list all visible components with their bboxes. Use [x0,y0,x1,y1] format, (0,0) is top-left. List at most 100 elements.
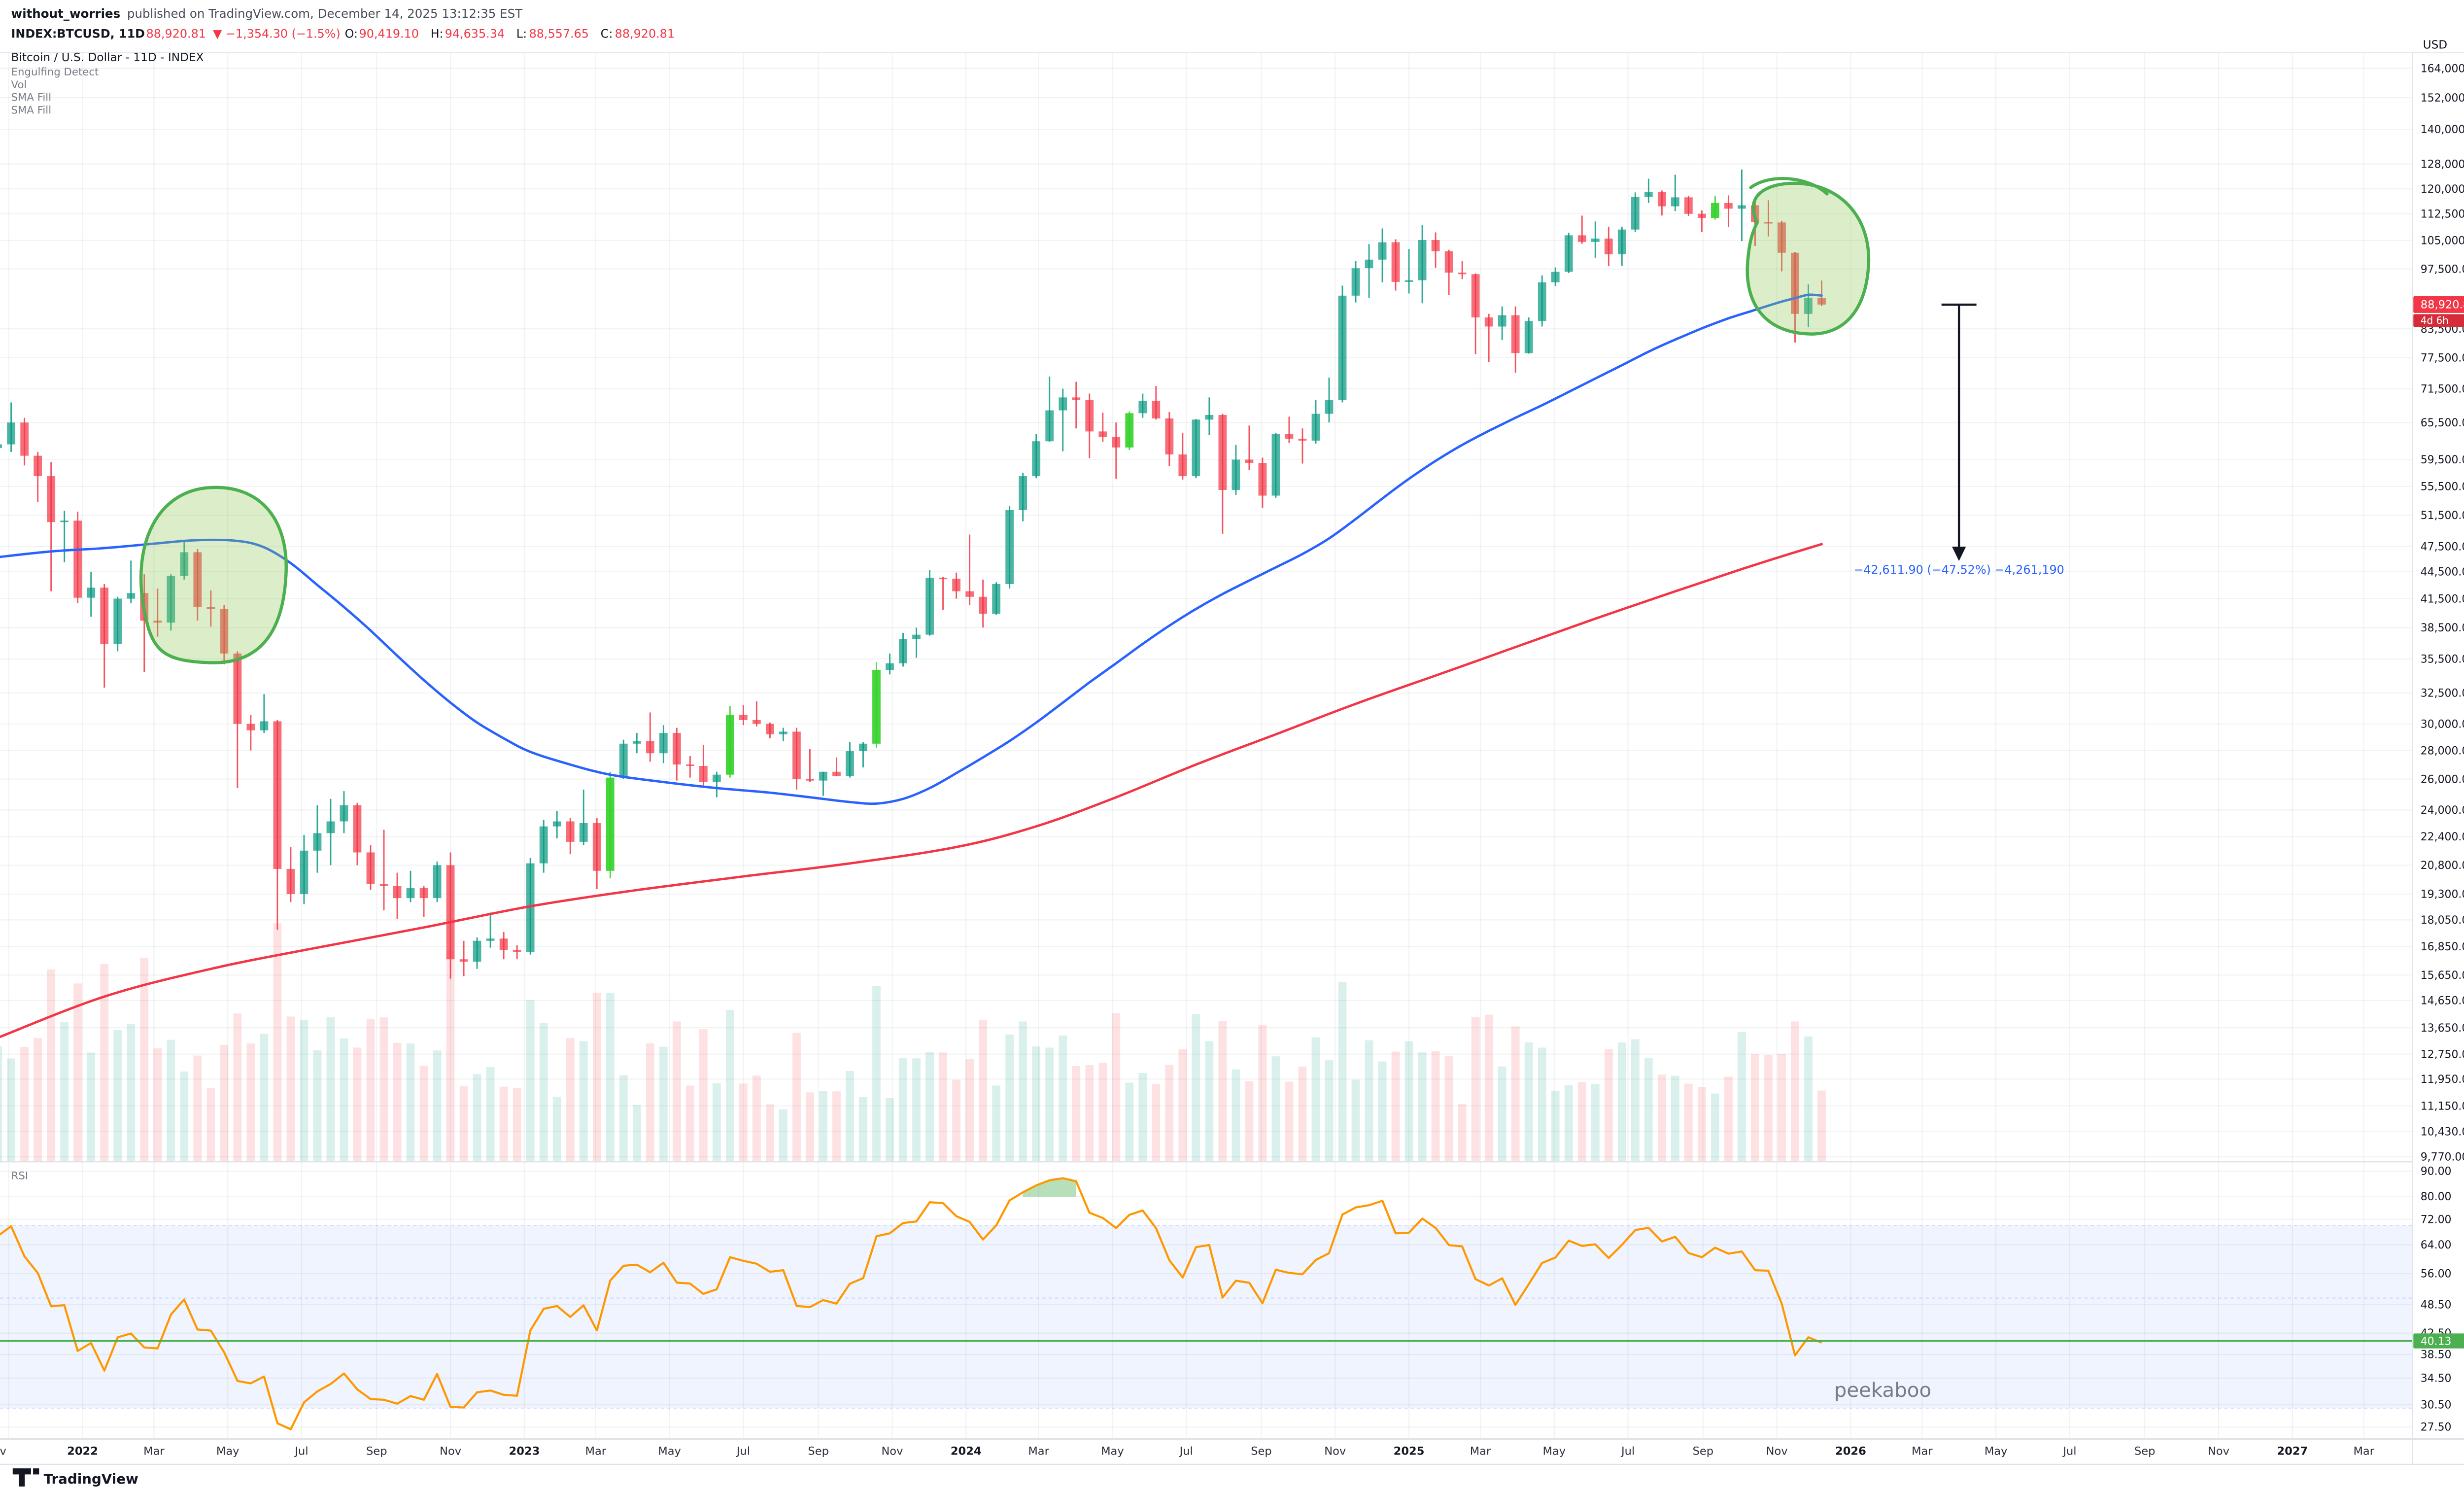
time-tick-label: Nov [440,1445,461,1458]
last-price-tag: 88,920.81 4d 6h [2413,296,2464,327]
axis-labels: 164,000.00 152,000.00 140,000.00 128,000.00… [0,63,2464,1457]
time-tick-label: May [658,1445,681,1458]
time-tick-label: Jul [294,1445,308,1458]
time-tick-label: May [1542,1445,1566,1458]
open-value: 90,419.10 [359,27,419,41]
price-tick-label: 11,950.00 [2421,1074,2464,1086]
time-tick-label: Mar [143,1445,165,1458]
grid-layer [0,52,2413,1438]
low-label: L: [516,27,527,41]
time-tick-label: Jul [1620,1445,1635,1458]
time-tick-label: Jul [736,1445,750,1458]
indicator-legend-vol[interactable]: Vol [11,79,27,91]
green-circle-annotation-2025[interactable] [1745,181,1871,336]
green-circle-annotation-2022[interactable] [139,485,288,664]
price-tick-label: 12,750.00 [2421,1048,2464,1061]
rsi-legend[interactable]: RSI [11,1170,29,1182]
price-tick-label: 152,000.00 [2421,92,2464,104]
price-tick-label: 20,800.00 [2421,860,2464,872]
time-tick-label: Nov [1766,1445,1788,1458]
time-tick-label: Sep [2134,1445,2155,1458]
last-price-tag-value: 88,920.81 [2421,298,2464,311]
price-tick-label: 22,400.00 [2421,831,2464,843]
price-tick-label: 32,500.00 [2421,688,2464,700]
publisher-name[interactable]: without_worries [11,6,121,21]
price-tick-label: 164,000.00 [2421,63,2464,75]
candlestick-series [0,169,1826,979]
rsi-tick-label: 72.00 [2421,1213,2452,1226]
time-tick-label: 2023 [509,1445,540,1458]
rsi-line[interactable] [0,1177,1822,1430]
price-tick-label: 71,500.00 [2421,383,2464,395]
time-tick-label: Sep [808,1445,828,1458]
measure-arrow[interactable] [1941,303,1977,561]
rsi-tick-label: 90.00 [2421,1166,2452,1178]
close-value: 88,920.81 [615,27,675,41]
rsi-tick-label: 56.00 [2421,1268,2452,1280]
rsi-tick-label: 48.50 [2421,1299,2452,1311]
price-tick-label: 19,300.00 [2421,889,2464,901]
indicator-legend-sma-fill-2[interactable]: SMA Fill [11,104,52,117]
symbol-interval[interactable]: INDEX:BTCUSD, 11D [11,27,145,41]
rsi-tick-label: 34.50 [2421,1372,2452,1385]
rsi-tag-value: 40.13 [2421,1335,2452,1348]
high-label: H: [431,27,444,41]
open-label: O: [345,27,358,41]
annotations: −42,611.90 (−47.52%) −4,261,190 peekaboo [139,176,2064,1402]
time-tick-label: Mar [585,1445,606,1458]
time-tick-label: 2025 [1394,1445,1425,1458]
time-tick-label: 2027 [2277,1445,2308,1458]
price-tick-label: 44,500.00 [2421,566,2464,579]
last-price: 88,920.81 [146,27,206,41]
main-chart-pane[interactable] [0,52,2413,1161]
time-tick-label: Mar [1028,1445,1049,1458]
time-tick-label: Jul [1179,1445,1193,1458]
time-tick-label: Sep [1693,1445,1713,1458]
rsi-value-tag: 40.13 [2413,1333,2464,1349]
rsi-tick-label: 30.50 [2421,1399,2452,1411]
time-tick-label: Nov [0,1445,6,1458]
price-tick-label: 30,000.00 [2421,718,2464,730]
price-tick-label: 16,850.00 [2421,941,2464,953]
chart-title-legend[interactable]: Bitcoin / U.S. Dollar - 11D - INDEX [11,51,204,64]
price-tick-label: 51,500.00 [2421,510,2464,522]
time-tick-label: Nov [1324,1445,1346,1458]
measure-label: −42,611.90 (−47.52%) −4,261,190 [1854,563,2064,577]
price-tick-label: 77,500.00 [2421,352,2464,364]
price-tick-label: 35,500.00 [2421,654,2464,666]
tradingview-wordmark: TradingView [44,1471,138,1487]
indicator-legend-engulfing[interactable]: Engulfing Detect [11,66,99,78]
green-circle-tail [1749,176,1829,196]
rsi-tick-label: 64.00 [2421,1239,2452,1251]
sma-fast-line[interactable] [0,293,1823,805]
sma-slow-line[interactable] [0,543,1823,1039]
price-tick-label: 28,000.00 [2421,745,2464,757]
price-tick-label: 65,500.00 [2421,417,2464,429]
price-tick-label: 55,500.00 [2421,481,2464,493]
time-tick-label: Mar [1912,1445,1933,1458]
close-label: C: [601,27,613,41]
tradingview-logo-icon [12,1468,31,1487]
time-tick-label: Nov [2208,1445,2229,1458]
time-tick-label: Sep [366,1445,387,1458]
time-tick-label: May [1985,1445,2008,1458]
indicator-legend-sma-fill-1[interactable]: SMA Fill [11,92,52,104]
time-tick-label: 2026 [1835,1445,1866,1458]
rsi-tick-label: 27.50 [2421,1421,2452,1434]
price-change: ▼ −1,354.30 (−1.5%) [213,27,341,41]
price-tick-label: 128,000.00 [2421,158,2464,171]
price-tick-label: 38,500.00 [2421,622,2464,634]
time-tick-label: Mar [1470,1445,1491,1458]
volume-series [0,923,1826,1162]
tradingview-logo[interactable]: TradingView [12,1468,138,1487]
bar-countdown: 4d 6h [2421,314,2449,326]
time-tick-label: May [216,1445,240,1458]
price-tick-label: 11,150.00 [2421,1100,2464,1112]
price-tick-label: 26,000.00 [2421,773,2464,786]
time-tick-label: Mar [2353,1445,2374,1458]
price-tick-label: 15,650.00 [2421,970,2464,982]
rsi-tick-label: 80.00 [2421,1191,2452,1203]
time-tick-label: 2024 [951,1445,982,1458]
price-tick-label: 18,050.00 [2421,914,2464,927]
